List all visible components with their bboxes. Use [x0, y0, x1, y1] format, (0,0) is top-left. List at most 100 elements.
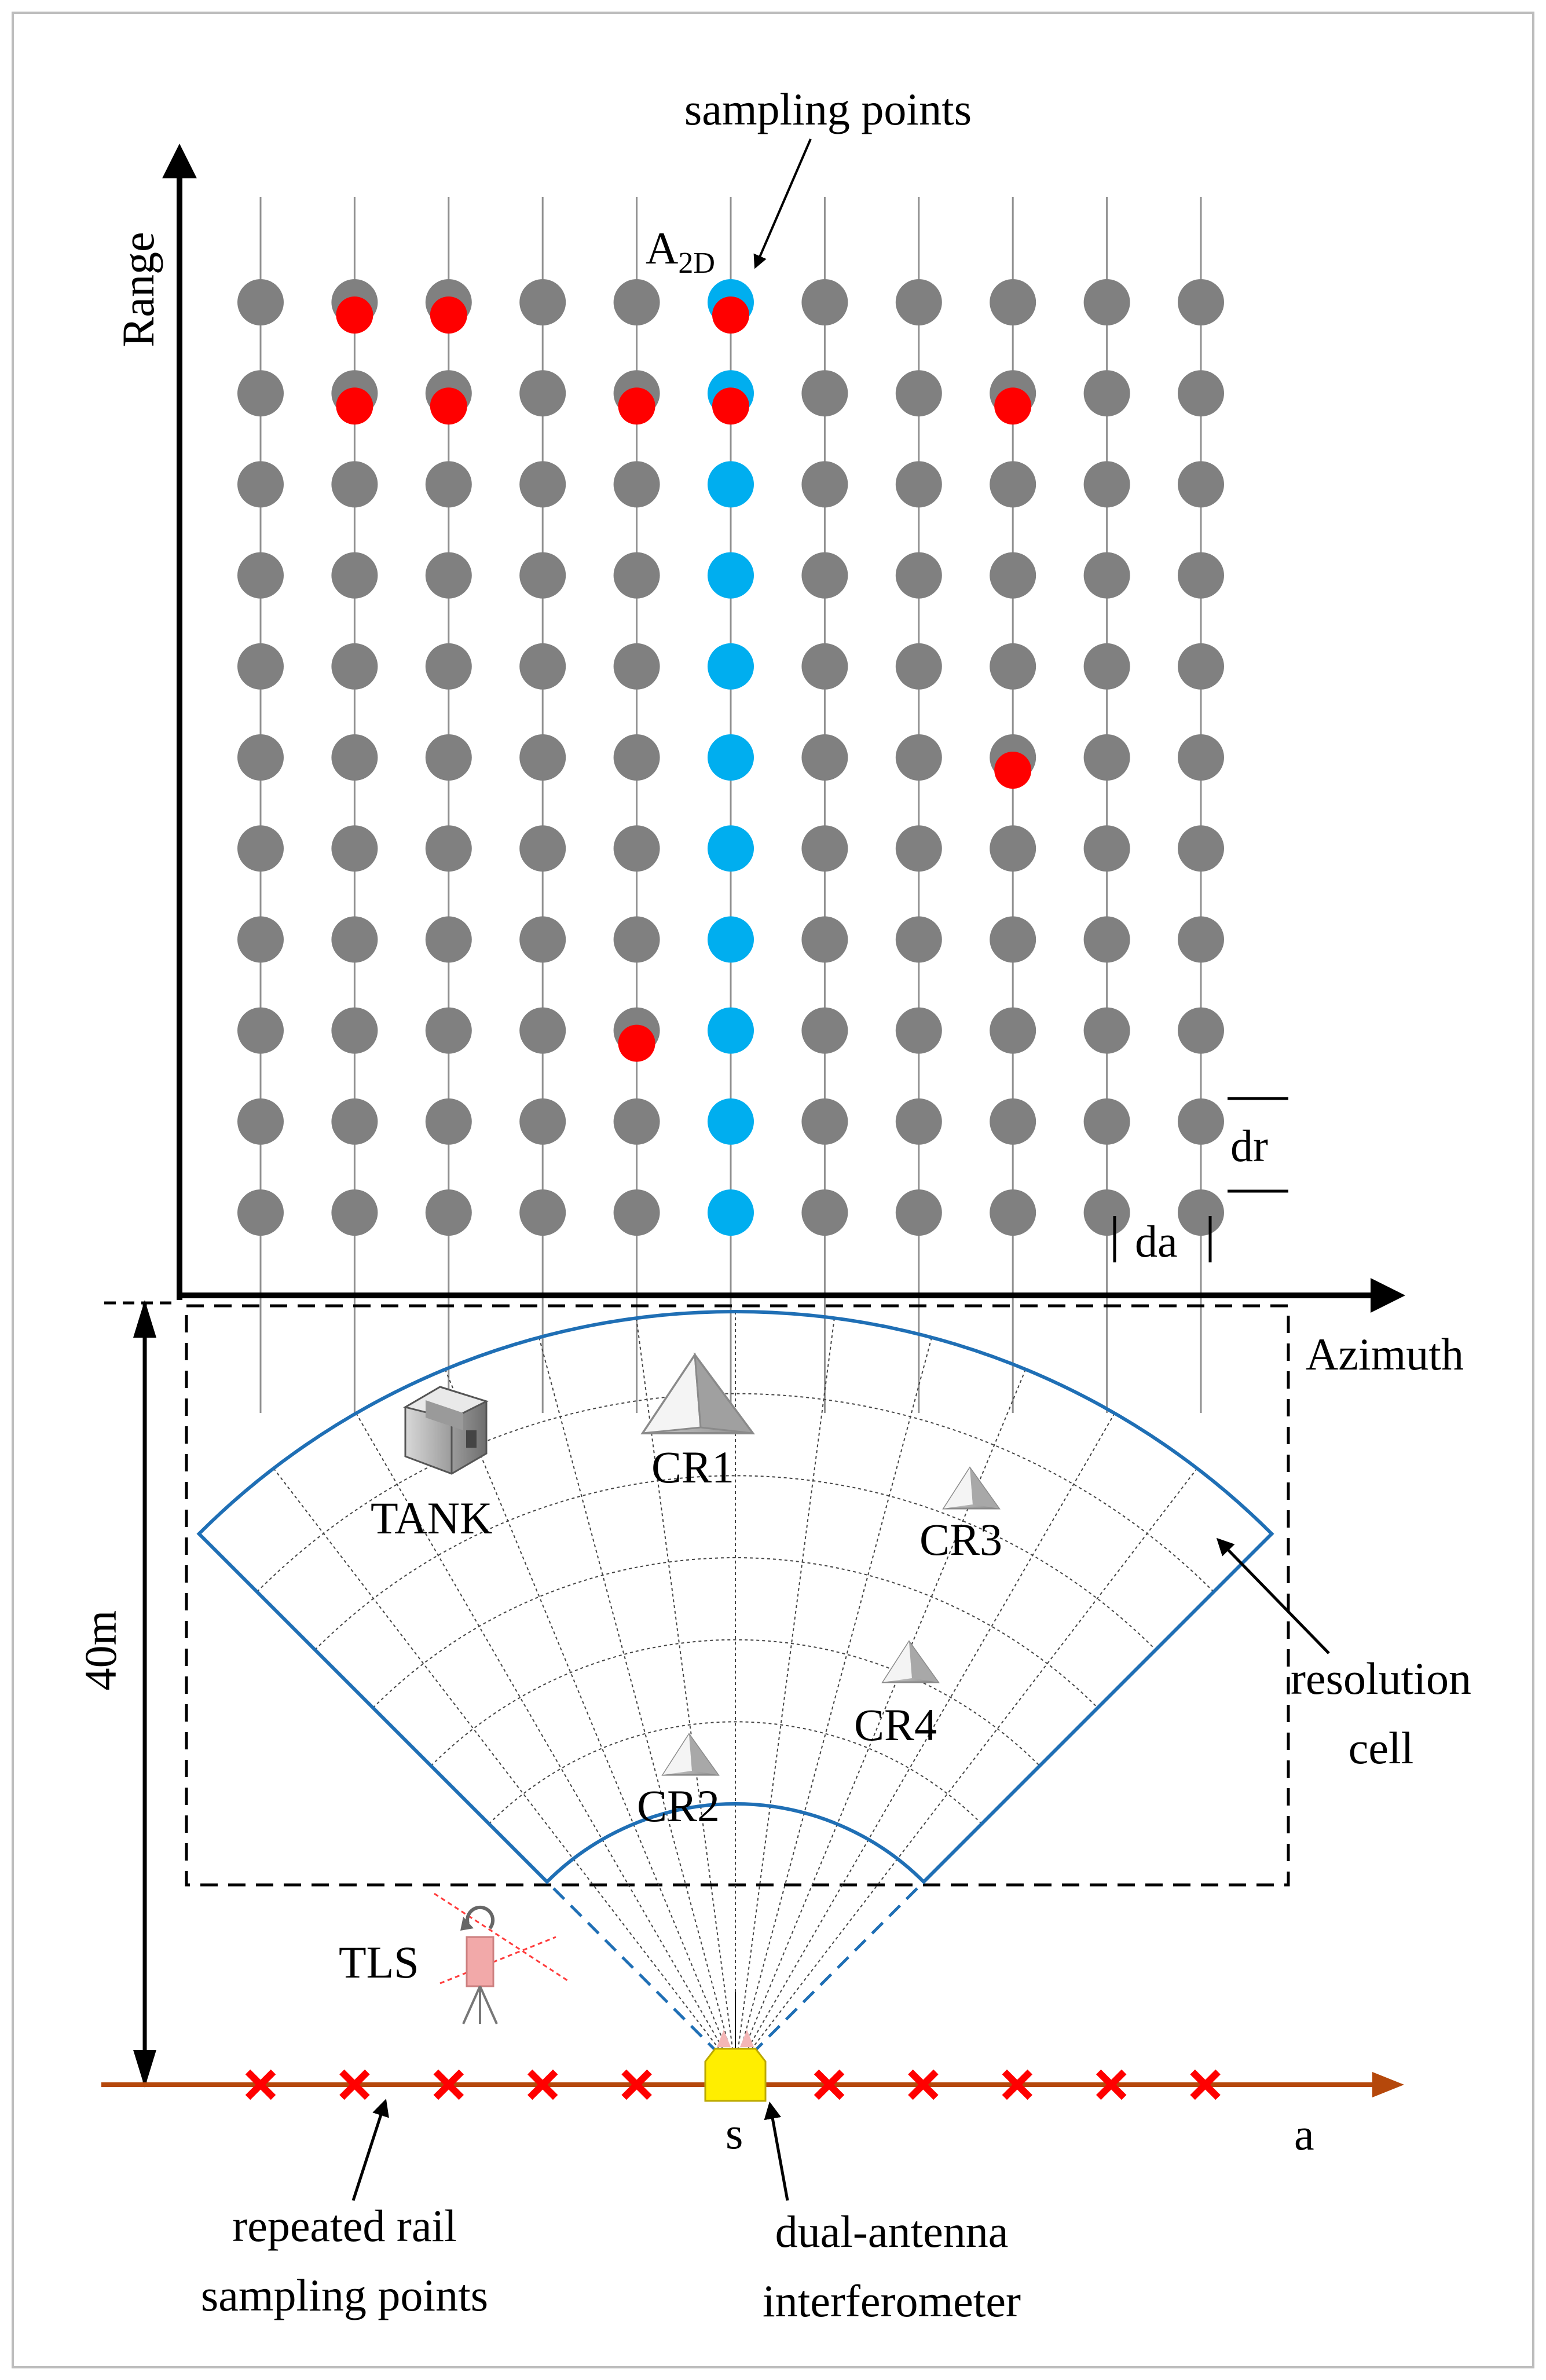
- sampling-point: [801, 552, 848, 599]
- sampling-point: [425, 734, 472, 781]
- distance-arrow-bottom: [133, 2050, 156, 2088]
- sampling-point: [895, 643, 942, 690]
- red-sampling-point: [994, 752, 1032, 789]
- sampling-point: [801, 825, 848, 872]
- rail-sampling-cross: [1002, 2069, 1033, 2100]
- sampling-point: [990, 1007, 1036, 1054]
- sampling-point: [1178, 643, 1224, 690]
- sampling-point: [331, 643, 378, 690]
- sampling-point: [237, 1007, 284, 1054]
- sampling-points-label: sampling points: [684, 84, 972, 134]
- a2d-sampling-point: [708, 1189, 754, 1236]
- sampling-point: [801, 643, 848, 690]
- sampling-point: [895, 370, 942, 417]
- red-sampling-point: [712, 296, 749, 334]
- rail-sampling-cross: [527, 2069, 558, 2100]
- fan-range-arc: [488, 1721, 983, 1825]
- tank-label: TANK: [371, 1493, 492, 1543]
- sampling-point: [895, 279, 942, 325]
- resolution-cell-label-line1: resolution: [1291, 1653, 1471, 1704]
- sampling-point: [331, 552, 378, 599]
- dr-marker: dr: [1228, 1097, 1288, 1193]
- sampling-point: [990, 643, 1036, 690]
- sampling-point: [990, 916, 1036, 963]
- a-label: a: [1294, 2109, 1314, 2159]
- fan-near-edge: [750, 1880, 925, 2055]
- sampling-point: [331, 1007, 378, 1054]
- sampling-point: [1083, 825, 1130, 872]
- interferometer-label-line1: dual-antenna: [775, 2206, 1009, 2257]
- sampling-point: [1083, 279, 1130, 325]
- sampling-point: [425, 825, 472, 872]
- tls-label: TLS: [339, 1937, 419, 1987]
- sampling-point: [237, 1098, 284, 1145]
- sampling-point: [895, 825, 942, 872]
- sampling-point: [1178, 734, 1224, 781]
- sampling-point: [425, 1007, 472, 1054]
- cr3-icon: [942, 1466, 1001, 1510]
- sampling-point: [990, 552, 1036, 599]
- red-sampling-point: [618, 387, 655, 425]
- sampling-point: [519, 461, 566, 508]
- a2d-sampling-point: [708, 461, 754, 508]
- sampling-point: [425, 461, 472, 508]
- sampling-point: [895, 1098, 942, 1145]
- rail-sampling-cross: [245, 2069, 276, 2100]
- range-axis-label: Range: [113, 232, 163, 347]
- sampling-point: [331, 461, 378, 508]
- rail-sampling-cross: [1096, 2069, 1127, 2100]
- sampling-point: [613, 1098, 660, 1145]
- cr2-label: CR2: [637, 1781, 720, 1831]
- sampling-point: [613, 916, 660, 963]
- sampling-point: [237, 370, 284, 417]
- distance-label: 40m: [75, 1610, 126, 1691]
- sampling-point: [1178, 1098, 1224, 1145]
- resolution-cell-arrow: [1216, 1537, 1330, 1654]
- sampling-point: [801, 1189, 848, 1236]
- a2d-sampling-point: [708, 1007, 754, 1054]
- cr4-label: CR4: [854, 1700, 937, 1750]
- interferometer-icon: [704, 1992, 767, 2102]
- sampling-point: [613, 643, 660, 690]
- sampling-point: [237, 734, 284, 781]
- sampling-point: [1083, 916, 1130, 963]
- rail-sampling-cross: [433, 2069, 464, 2100]
- red-sampling-point: [336, 296, 373, 334]
- sampling-point: [237, 461, 284, 508]
- rail-sampling-cross: [814, 2069, 845, 2100]
- da-marker: da: [1113, 1216, 1212, 1266]
- sampling-point: [237, 552, 284, 599]
- sampling-point: [613, 461, 660, 508]
- sampling-point: [1083, 461, 1130, 508]
- sampling-point: [331, 1098, 378, 1145]
- sampling-point: [331, 825, 378, 872]
- sampling-point: [1178, 916, 1224, 963]
- red-sampling-point: [994, 387, 1032, 425]
- a2d-sampling-point: [708, 734, 754, 781]
- a2d-sampling-point: [708, 552, 754, 599]
- sampling-point: [519, 643, 566, 690]
- red-sampling-point: [618, 1024, 655, 1062]
- sampling-point: [237, 916, 284, 963]
- sampling-point: [1178, 370, 1224, 417]
- s-label: s: [726, 2108, 743, 2158]
- sampling-point: [895, 461, 942, 508]
- sampling-point: [613, 279, 660, 325]
- scene-boundary: [185, 1304, 1290, 1887]
- rail-arrowhead: [1372, 2072, 1404, 2097]
- a2d-sampling-point: [708, 643, 754, 690]
- rail-sampling-cross: [1190, 2069, 1221, 2100]
- sampling-point: [613, 734, 660, 781]
- sampling-point: [1178, 1189, 1224, 1236]
- cr1-label: CR1: [651, 1442, 734, 1492]
- rail-sampling-points: [245, 2069, 1221, 2100]
- sampling-point: [801, 461, 848, 508]
- sampling-point: [990, 461, 1036, 508]
- red-sampling-point: [430, 296, 467, 334]
- resolution-cell-fan: [196, 1310, 1274, 2064]
- tank-icon: [403, 1386, 489, 1475]
- sampling-point: [331, 1189, 378, 1236]
- sampling-point: [1178, 461, 1224, 508]
- sampling-point: [1178, 1007, 1224, 1054]
- svg-text:dr: dr: [1230, 1121, 1268, 1171]
